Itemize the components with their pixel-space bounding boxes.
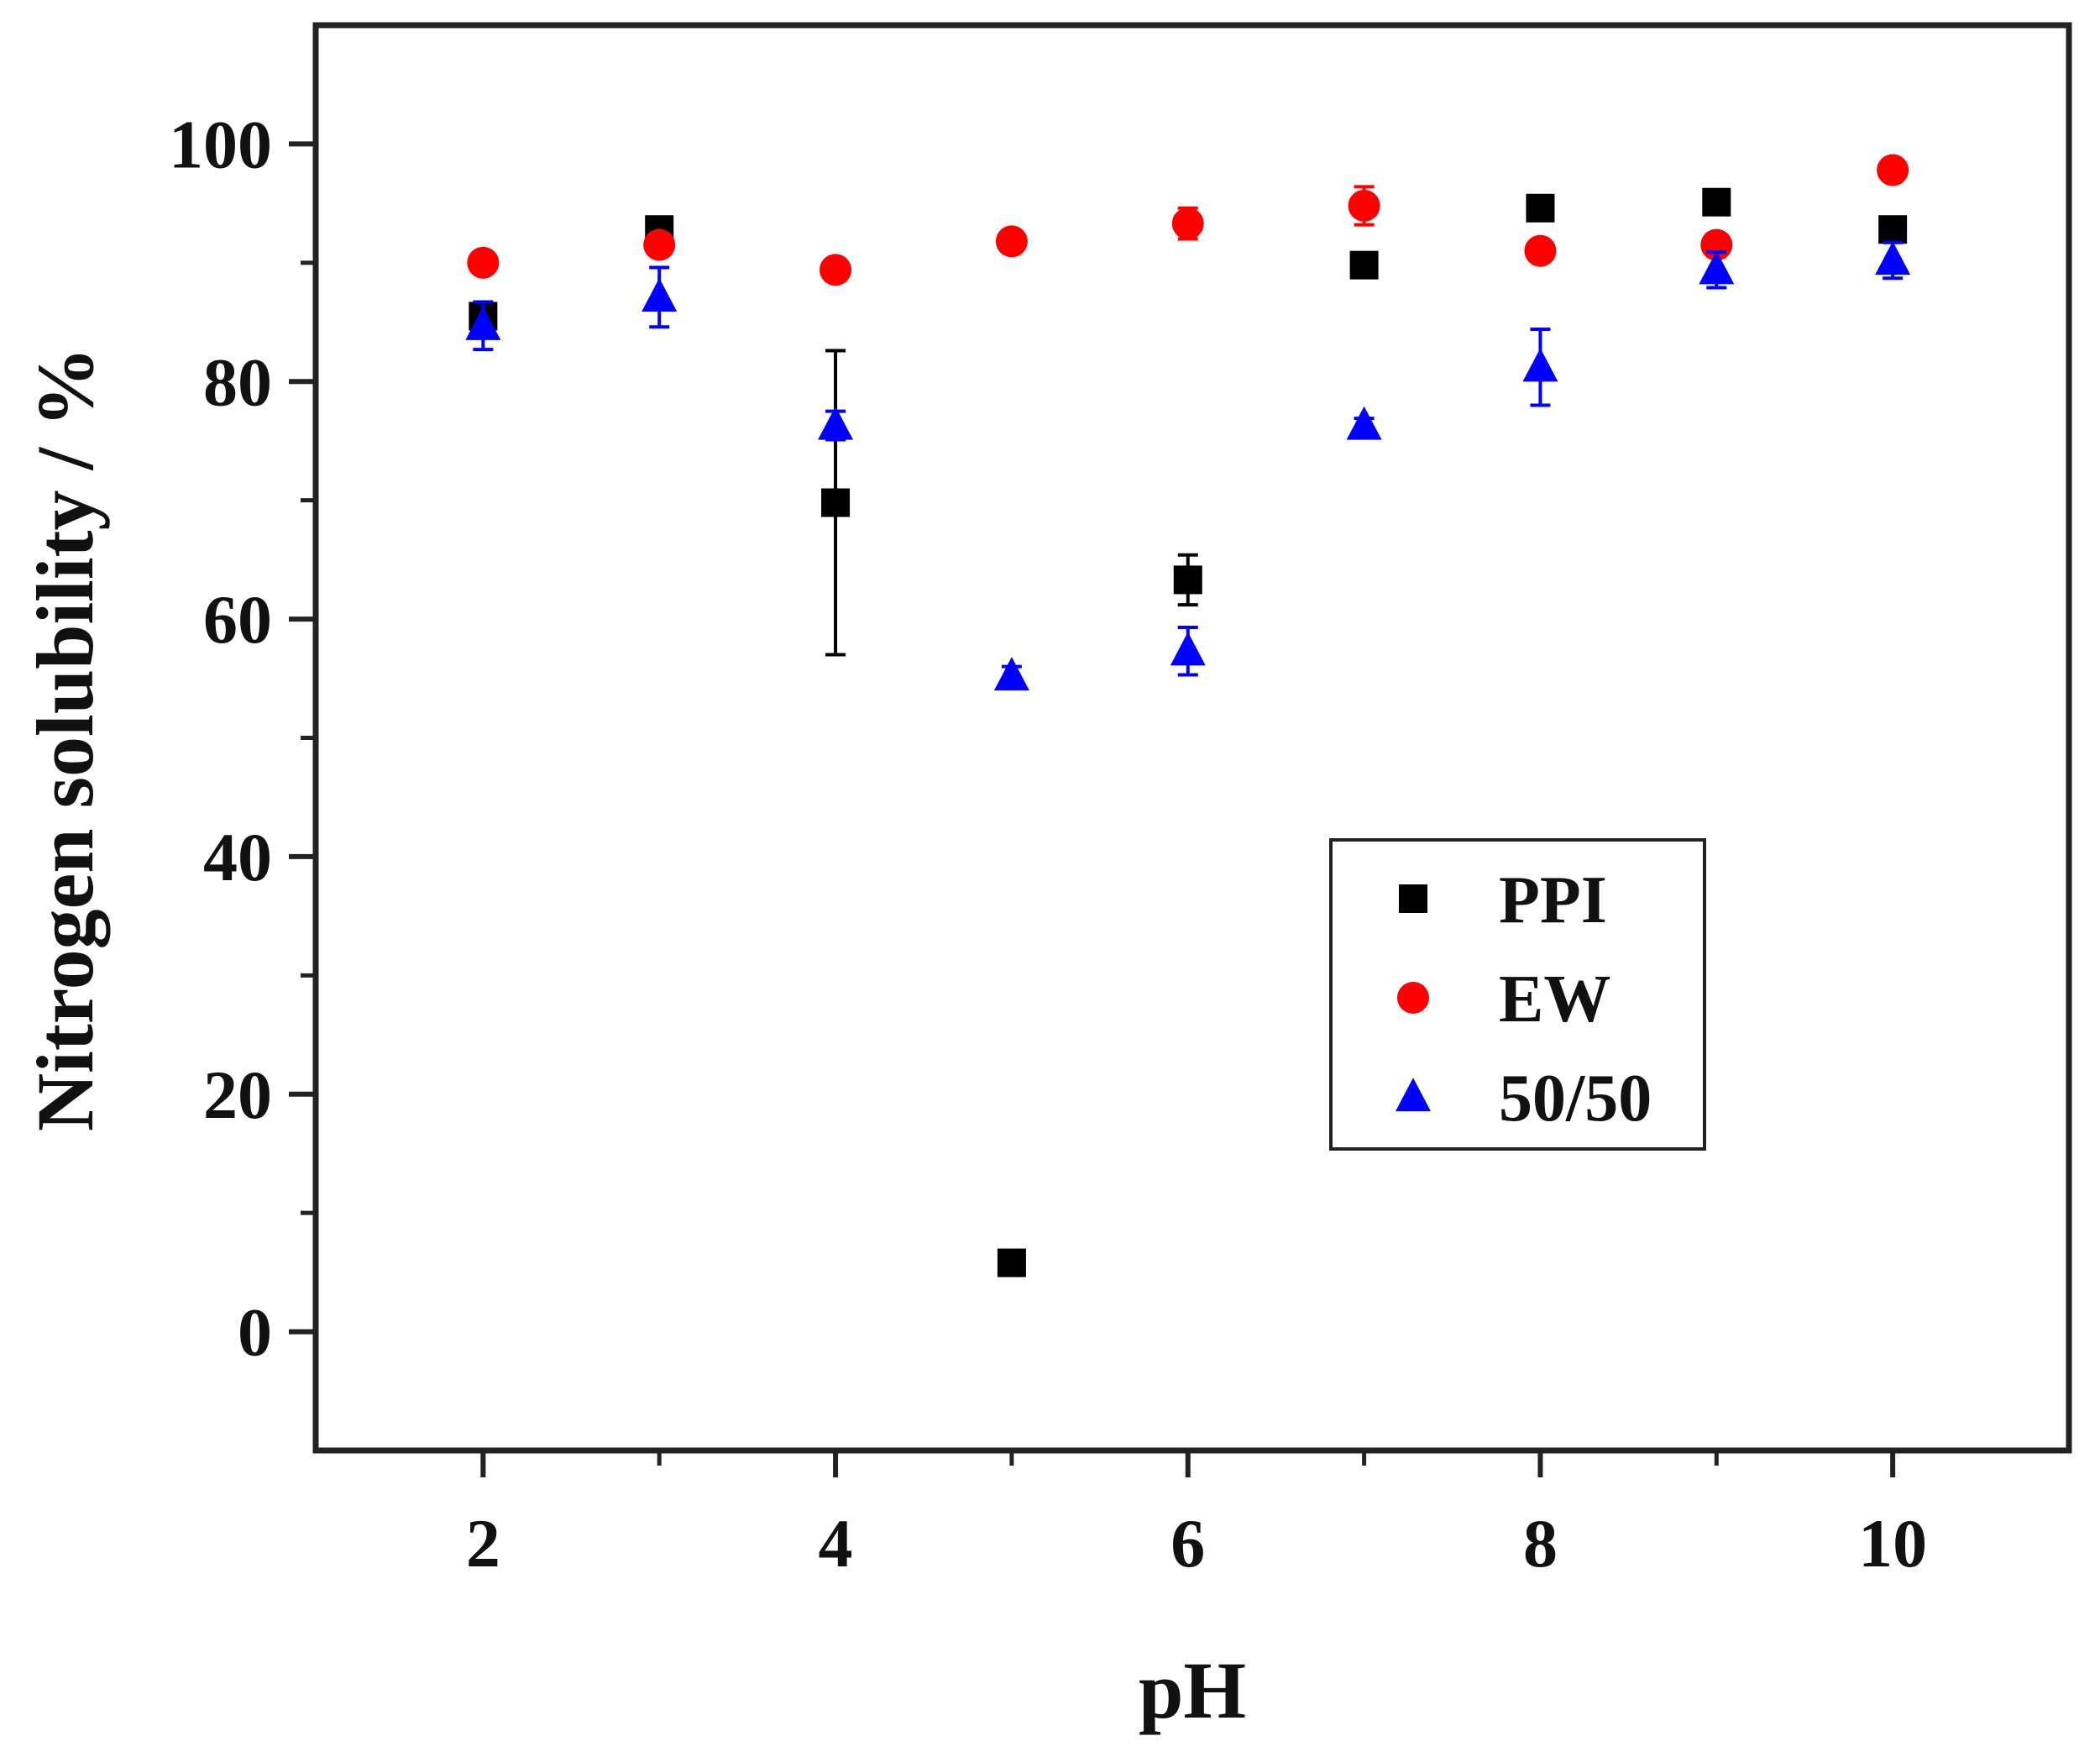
point-ppi: [821, 488, 851, 517]
point-ppi: [1526, 193, 1555, 223]
legend-marker-50-50: [1396, 1078, 1431, 1112]
point-ew: [467, 246, 500, 279]
x-tick-label: 2: [466, 1505, 500, 1582]
y-tick-label: 60: [203, 581, 272, 658]
legend-box: [1329, 838, 1706, 1151]
point-ew: [820, 254, 852, 286]
series-50-50: [465, 240, 1911, 691]
legend-label-50-50: 50/50: [1499, 1062, 1652, 1136]
point-50-50: [1170, 632, 1206, 666]
y-axis: 0 20 40 60 80 100: [169, 106, 316, 1371]
point-ew: [1348, 189, 1380, 222]
y-tick-label: 80: [203, 344, 272, 420]
point-50-50: [465, 306, 501, 340]
point-50-50: [993, 657, 1029, 691]
x-tick-label: 4: [819, 1505, 853, 1582]
point-50-50: [1699, 250, 1735, 285]
point-50-50: [818, 406, 854, 440]
legend-entries: PPI EW 50/50: [1396, 863, 1652, 1136]
point-50-50: [1346, 406, 1382, 440]
point-ppi: [997, 1248, 1026, 1277]
y-tick-label: 0: [238, 1294, 272, 1371]
y-tick-label: 100: [169, 106, 272, 182]
legend-marker-ppi: [1399, 884, 1427, 913]
series-ew: [467, 154, 1909, 286]
point-50-50: [1875, 241, 1911, 275]
legend: PPI EW 50/50: [1329, 838, 1706, 1151]
y-axis-label: Nitrogen solubility / %: [20, 347, 110, 1131]
legend-label-ew: EW: [1499, 963, 1610, 1036]
point-ppi: [1349, 250, 1379, 280]
point-50-50: [642, 278, 678, 312]
y-tick-label: 40: [203, 819, 272, 895]
point-ew: [1171, 207, 1204, 240]
point-ew: [1524, 234, 1557, 267]
x-tick-label: 10: [1858, 1505, 1927, 1582]
point-ew: [643, 228, 676, 261]
x-axis: 2 4 6 8 10: [466, 1450, 1927, 1582]
series-layer: [465, 154, 1911, 1277]
x-tick-label: 8: [1523, 1505, 1558, 1582]
point-ew: [995, 225, 1028, 258]
point-ppi: [1878, 215, 1908, 244]
point-50-50: [1522, 348, 1558, 382]
x-axis-label: pH: [1139, 1645, 1246, 1735]
y-tick-label: 20: [203, 1057, 272, 1133]
x-tick-label: 6: [1170, 1505, 1205, 1582]
point-ppi: [1702, 187, 1731, 217]
legend-marker-ew: [1397, 982, 1429, 1014]
point-ppi: [1173, 565, 1202, 595]
legend-label-ppi: PPI: [1499, 863, 1607, 937]
point-ew: [1877, 154, 1909, 186]
